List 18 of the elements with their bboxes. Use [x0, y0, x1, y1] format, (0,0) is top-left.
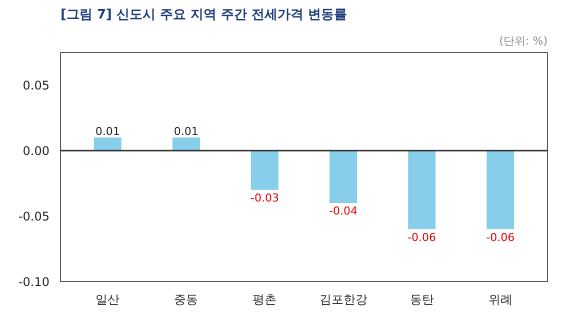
data-label: -0.04 — [329, 204, 358, 218]
data-label: -0.06 — [408, 230, 436, 244]
x-tick-label: 중동 — [174, 292, 198, 306]
text: (단위: %) — [499, 34, 548, 48]
x-tick-label: 김포한강 — [319, 292, 368, 306]
data-label: -0.03 — [250, 192, 279, 205]
y-tick-label: 0.00 — [22, 144, 50, 158]
x-tick-label: 위례 — [488, 292, 512, 306]
data-label: 0.01 — [174, 124, 198, 138]
data-label: 0.01 — [95, 124, 120, 138]
x-tick-label: 일산 — [96, 292, 120, 306]
x-tick-label: 평촌 — [252, 292, 277, 306]
y-tick-label: -0.10 — [18, 275, 50, 289]
data-label: -0.06 — [486, 230, 515, 244]
x-tick-label: 동탄 — [410, 292, 434, 306]
y-tick-label: -0.05 — [18, 210, 50, 224]
y-tick-label: 0.05 — [22, 78, 50, 93]
chart-title: [그림 7] 신도시 주요 지역 주간 전세가격 변동률 — [60, 8, 348, 22]
